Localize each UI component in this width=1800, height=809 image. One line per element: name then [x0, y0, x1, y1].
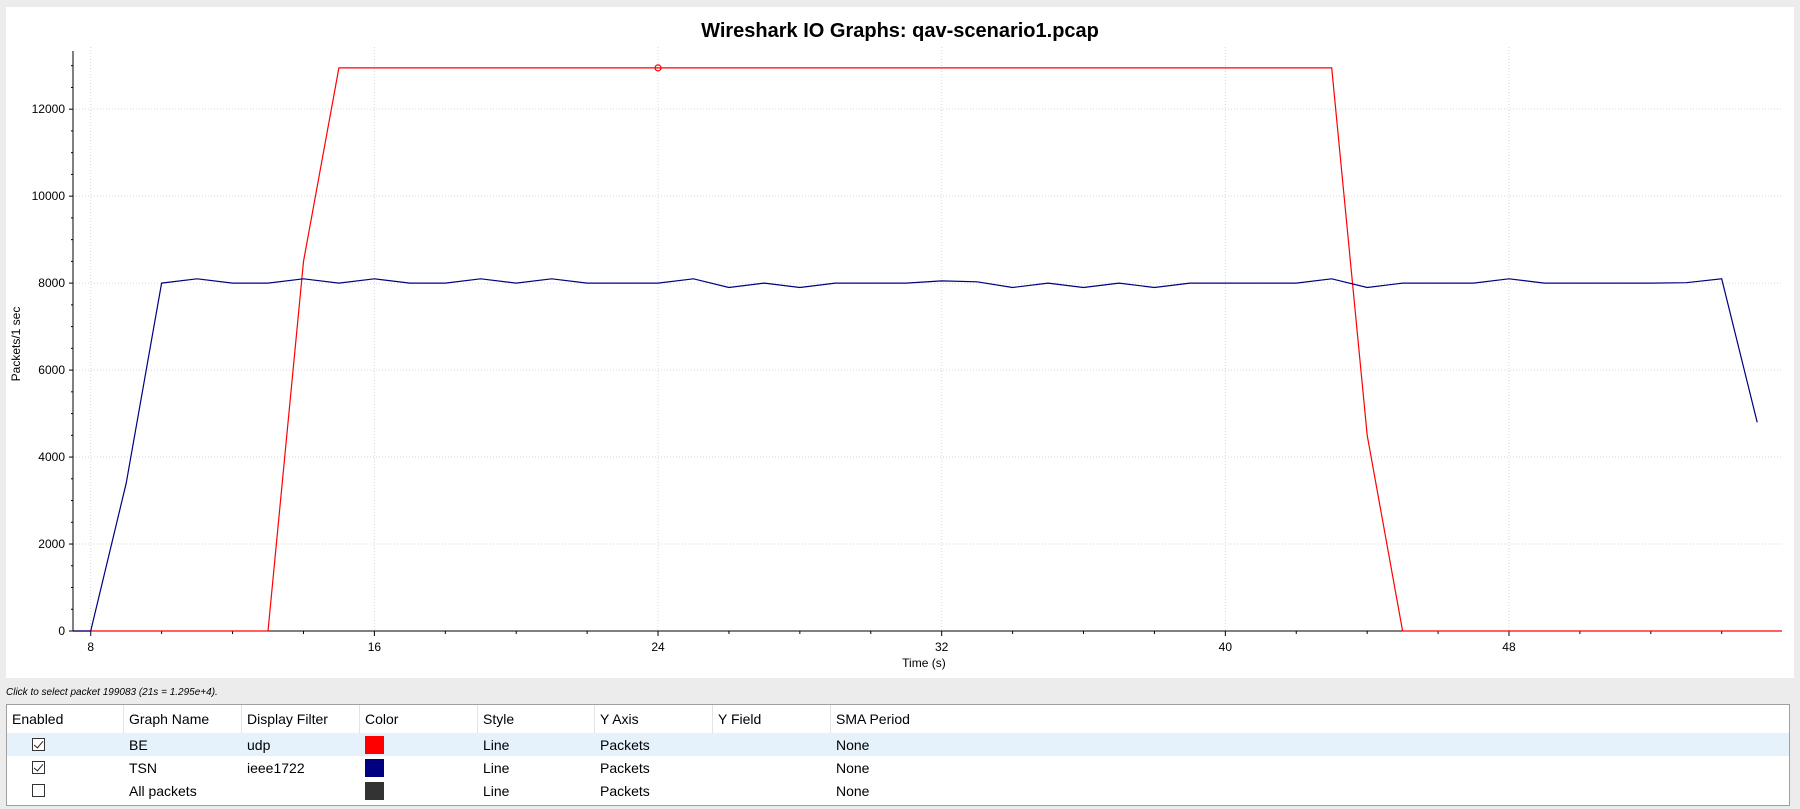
- style-cell[interactable]: Line: [483, 782, 510, 799]
- chart-title: Wireshark IO Graphs: qav-scenario1.pcap: [701, 20, 1099, 42]
- header-color[interactable]: Color: [360, 705, 478, 733]
- enabled-cell[interactable]: [7, 733, 124, 756]
- series-line-tsn: [73, 278, 1758, 632]
- x-tick-label: 16: [368, 640, 382, 654]
- x-tick-label: 40: [1219, 640, 1233, 654]
- color-swatch[interactable]: [365, 781, 384, 800]
- header-enabled[interactable]: Enabled: [7, 705, 124, 733]
- y-tick-label: 0: [58, 624, 65, 638]
- selected-point-marker: [654, 64, 662, 72]
- enabled-checkbox[interactable]: [32, 761, 45, 774]
- y-tick-label: 10000: [32, 189, 66, 203]
- x-tick-label: 48: [1502, 640, 1516, 654]
- table-body: BE udp Line Packets None TSN ieee1722 Line Packe…: [7, 733, 1789, 802]
- io-graph-chart[interactable]: Wireshark IO Graphs: qav-scenario1.pcap 0…: [6, 7, 1794, 678]
- header-y-axis[interactable]: Y Axis: [595, 705, 713, 733]
- style-cell[interactable]: Line: [483, 759, 510, 776]
- x-tick-label: 32: [935, 640, 949, 654]
- y-tick-label: 4000: [38, 450, 65, 464]
- status-hint: Click to select packet 199083 (21s = 1.2…: [6, 687, 218, 698]
- y-tick-label: 2000: [38, 537, 65, 551]
- enabled-checkbox[interactable]: [32, 784, 45, 797]
- series-line-be: [73, 67, 1782, 632]
- enabled-cell[interactable]: [7, 779, 124, 802]
- sma-period-cell[interactable]: None: [836, 759, 870, 776]
- table-header: Enabled Graph Name Display Filter Color …: [7, 705, 1789, 733]
- y-axis-cell[interactable]: Packets: [600, 782, 650, 799]
- enabled-checkbox[interactable]: [32, 738, 45, 751]
- graph-name-cell[interactable]: TSN: [129, 759, 157, 776]
- sma-period-cell[interactable]: None: [836, 736, 870, 753]
- style-cell[interactable]: Line: [483, 736, 510, 753]
- x-tick-label: 8: [87, 640, 94, 654]
- y-field-cell[interactable]: [713, 779, 831, 802]
- table-row[interactable]: All packets Line Packets None: [7, 779, 1789, 802]
- graph-table[interactable]: Enabled Graph Name Display Filter Color …: [6, 704, 1790, 806]
- y-field-cell[interactable]: [713, 756, 831, 779]
- y-axis-cell[interactable]: Packets: [600, 736, 650, 753]
- y-axis-cell[interactable]: Packets: [600, 759, 650, 776]
- display-filter-cell[interactable]: ieee1722: [247, 759, 305, 776]
- graph-name-cell[interactable]: BE: [129, 736, 148, 753]
- x-axis-label: Time (s): [902, 656, 946, 670]
- enabled-cell[interactable]: [7, 756, 124, 779]
- header-sma-period[interactable]: SMA Period: [836, 711, 910, 727]
- header-style[interactable]: Style: [478, 705, 595, 733]
- color-cell[interactable]: [360, 733, 478, 756]
- color-swatch[interactable]: [365, 735, 384, 754]
- y-axis-label: Packets/1 sec: [9, 307, 23, 382]
- graph-name-cell[interactable]: All packets: [129, 782, 197, 799]
- color-cell[interactable]: [360, 779, 478, 802]
- color-swatch[interactable]: [365, 758, 384, 777]
- y-tick-label: 6000: [38, 363, 65, 377]
- y-tick-label: 8000: [38, 276, 65, 290]
- header-graph-name[interactable]: Graph Name: [124, 705, 242, 733]
- display-filter-cell[interactable]: [242, 779, 360, 802]
- header-y-field[interactable]: Y Field: [713, 705, 831, 733]
- sma-period-cell[interactable]: None: [836, 782, 870, 799]
- table-row[interactable]: BE udp Line Packets None: [7, 733, 1789, 756]
- y-tick-label: 12000: [32, 102, 66, 116]
- io-graph-plot-area[interactable]: Wireshark IO Graphs: qav-scenario1.pcap 0…: [6, 7, 1794, 678]
- color-cell[interactable]: [360, 756, 478, 779]
- table-row[interactable]: TSN ieee1722 Line Packets None: [7, 756, 1789, 779]
- x-tick-label: 24: [651, 640, 665, 654]
- header-display-filter[interactable]: Display Filter: [242, 705, 360, 733]
- display-filter-cell[interactable]: udp: [247, 736, 271, 753]
- y-field-cell[interactable]: [713, 733, 831, 756]
